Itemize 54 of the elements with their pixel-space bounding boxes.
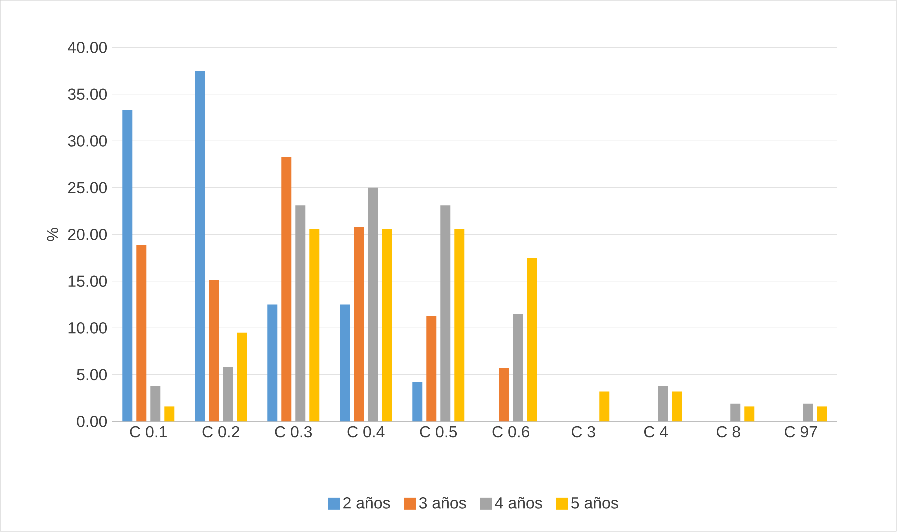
bar bbox=[268, 304, 278, 422]
x-tick-label: C 0.5 bbox=[420, 426, 458, 438]
y-tick-label: 35.00 bbox=[68, 88, 108, 100]
bar bbox=[195, 71, 206, 422]
bar bbox=[164, 406, 175, 422]
y-axis-title: % bbox=[47, 228, 58, 242]
bar bbox=[150, 386, 161, 422]
bar bbox=[744, 406, 755, 422]
y-tick-label: 0.00 bbox=[77, 416, 108, 428]
bar bbox=[454, 229, 465, 422]
bar bbox=[600, 392, 610, 422]
x-tick-label: C 3 bbox=[572, 426, 596, 438]
y-tick-label: 20.00 bbox=[68, 229, 108, 240]
bar bbox=[237, 332, 248, 422]
legend-label: 4 años bbox=[495, 497, 542, 509]
bar bbox=[527, 258, 538, 422]
y-tick-label: 15.00 bbox=[68, 276, 108, 288]
bar bbox=[382, 229, 392, 422]
bar bbox=[426, 316, 437, 422]
bar bbox=[209, 280, 220, 422]
x-tick-label: C 97 bbox=[785, 426, 818, 438]
bar bbox=[368, 188, 378, 422]
x-tick-label: C 4 bbox=[644, 426, 668, 438]
bar bbox=[412, 382, 423, 422]
x-tick-label: C 0.3 bbox=[275, 426, 312, 438]
x-tick-label: C 0.1 bbox=[130, 426, 167, 438]
legend-label: 5 años bbox=[572, 497, 618, 509]
bar bbox=[730, 404, 741, 422]
x-tick-label: C 0.2 bbox=[202, 426, 240, 438]
legend-label: 2 años bbox=[344, 497, 390, 509]
bar bbox=[122, 110, 133, 422]
bar bbox=[817, 406, 828, 422]
y-tick-label: 10.00 bbox=[68, 322, 108, 334]
x-tick-label: C 8 bbox=[716, 426, 740, 438]
x-tick-label: C 0.6 bbox=[492, 426, 530, 438]
bar bbox=[282, 157, 292, 422]
bar bbox=[223, 367, 234, 422]
bar bbox=[296, 206, 306, 422]
y-tick-label: 40.00 bbox=[68, 42, 108, 54]
bar bbox=[310, 229, 320, 422]
y-tick-label: 5.00 bbox=[77, 369, 108, 381]
bar bbox=[658, 386, 668, 422]
legend-label: 3 años bbox=[419, 497, 466, 509]
bar bbox=[354, 227, 364, 422]
bar bbox=[499, 368, 510, 422]
bar bbox=[340, 304, 350, 422]
y-tick-label: 25.00 bbox=[68, 182, 108, 194]
y-tick-label: 30.00 bbox=[68, 136, 108, 147]
bar bbox=[440, 206, 451, 422]
x-tick-label: C 0.4 bbox=[348, 426, 385, 438]
bar bbox=[136, 244, 147, 422]
bar bbox=[803, 404, 814, 422]
bar bbox=[672, 392, 682, 422]
bar bbox=[513, 314, 524, 422]
